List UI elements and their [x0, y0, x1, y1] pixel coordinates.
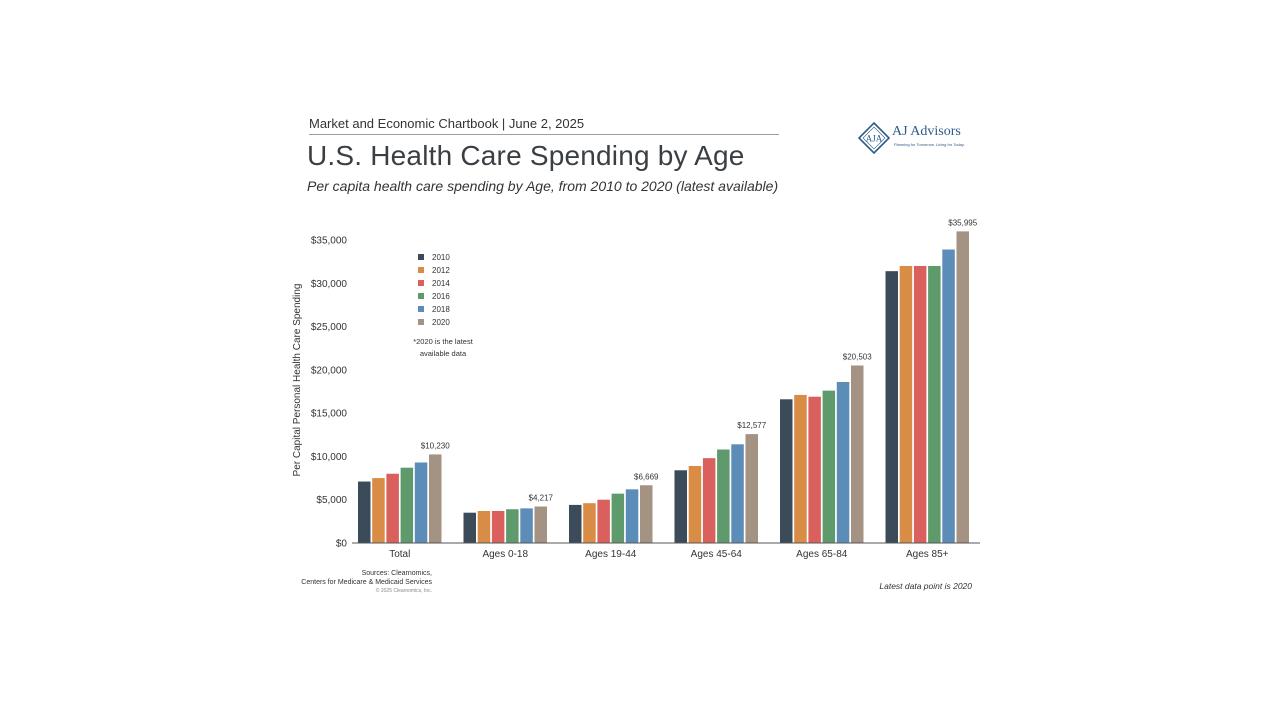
data-label: $6,669	[634, 472, 659, 481]
bar-2010	[674, 470, 687, 543]
legend-swatch-2010	[418, 254, 424, 260]
legend-swatch-2020	[418, 319, 424, 325]
x-tick-label: Ages 0-18	[482, 549, 528, 560]
legend-label: 2010	[432, 253, 450, 262]
bar-2012	[794, 394, 807, 543]
bar-2016	[400, 467, 414, 543]
bar-2014	[913, 265, 927, 543]
page-title: U.S. Health Care Spending by Age	[307, 140, 745, 171]
bar-2018	[520, 508, 533, 543]
legend-swatch-2016	[418, 293, 424, 299]
legend-label: 2016	[432, 292, 450, 301]
y-tick-label: $25,000	[311, 322, 348, 333]
latest-data-note: Latest data point is 2020	[879, 581, 972, 591]
bar-2018	[836, 381, 850, 543]
legend-label: 2014	[432, 279, 450, 288]
bar-2010	[358, 481, 371, 543]
bar-2018	[625, 489, 639, 543]
x-tick-label: Total	[389, 549, 410, 560]
legend-swatch-2018	[418, 306, 424, 312]
y-tick-label: $5,000	[316, 495, 347, 506]
bar-2012	[477, 510, 491, 543]
bar-2016	[928, 265, 941, 543]
sources-line-1: Sources: Clearnomics,	[361, 570, 432, 577]
aj-advisors-logo: AJA AJ Advisors Planning for Tomorrow. L…	[858, 120, 978, 156]
bar-2012	[583, 503, 596, 543]
data-labels: $10,230 $4,217 $6,669 $12,577 $20,503 $35,995	[421, 218, 978, 502]
logo-tagline: Planning for Tomorrow. Living for Today.	[894, 142, 965, 147]
bar-2016	[506, 509, 519, 543]
legend-note-line1: *2020 is the latest	[413, 337, 474, 346]
bar-2018	[942, 249, 955, 543]
legend-note-line2: available data	[420, 349, 467, 358]
sources-note: Sources: Clearnomics, Centers for Medica…	[300, 569, 432, 596]
logo-name: AJ Advisors	[892, 124, 961, 139]
bar-2014	[491, 510, 505, 543]
bar-2020	[534, 506, 547, 543]
x-axis-labels: Total Ages 0-18 Ages 19-44 Ages 45-64 Ages 6…	[389, 549, 948, 560]
y-tick-label: $0	[336, 539, 348, 550]
sources-line-2: Centers for Medicare & Medicaid Services	[301, 579, 432, 586]
data-label: $4,217	[529, 493, 554, 502]
x-tick-label: Ages 65-84	[796, 549, 848, 560]
data-label: $35,995	[948, 218, 977, 227]
header-divider	[309, 134, 779, 135]
legend-label: 2012	[432, 266, 450, 275]
x-tick-label: Ages 45-64	[691, 549, 743, 560]
bar-2020	[745, 434, 758, 543]
data-label: $10,230	[421, 441, 450, 450]
x-tick-label: Ages 19-44	[585, 549, 637, 560]
legend-swatch-2014	[418, 280, 424, 286]
legend: 2010 2012 2014 2016 2018 2020	[418, 253, 450, 327]
bar-2018	[414, 462, 428, 543]
bar-2014	[597, 499, 610, 543]
bar-2020	[851, 365, 864, 543]
page-subtitle: Per capita health care spending by Age, …	[307, 178, 779, 194]
bar-2014	[808, 396, 821, 543]
legend-label: 2018	[432, 305, 450, 314]
bar-2010	[885, 271, 898, 543]
y-tick-label: $35,000	[311, 236, 348, 247]
bar-2018	[731, 444, 744, 543]
legend-swatch-2012	[418, 267, 424, 273]
bar-2016	[611, 493, 625, 543]
chartbook-header: Market and Economic Chartbook | June 2, …	[309, 116, 585, 131]
bar-2020	[429, 454, 442, 543]
bar-2016	[717, 449, 730, 543]
bar-2016	[822, 390, 836, 543]
y-tick-label: $20,000	[311, 365, 348, 376]
bar-2020	[640, 485, 653, 543]
bar-2012	[899, 265, 913, 543]
y-axis-label: Per Capital Personal Health Care Spendin…	[292, 284, 303, 477]
logo-monogram: AJA	[866, 134, 883, 144]
data-label: $12,577	[737, 421, 766, 430]
bar-2012	[688, 465, 702, 543]
legend-label: 2020	[432, 318, 450, 327]
bar-2012	[372, 478, 385, 543]
bar-2010	[569, 504, 582, 543]
bar-2010	[780, 399, 793, 543]
bar-2014	[702, 458, 716, 543]
y-tick-label: $30,000	[311, 279, 348, 290]
bar-2014	[386, 473, 399, 543]
y-tick-label: $10,000	[311, 452, 348, 463]
bar-groups	[358, 231, 969, 543]
y-tick-label: $15,000	[311, 409, 348, 420]
y-axis-ticks: $0 $5,000 $10,000 $15,000 $20,000 $25,000 $30,…	[311, 236, 348, 550]
bar-2020	[956, 231, 969, 543]
x-tick-label: Ages 85+	[906, 549, 949, 560]
bar-2010	[463, 512, 476, 543]
data-label: $20,503	[843, 353, 872, 362]
copyright: © 2025 Clearnomics, Inc.	[375, 588, 432, 594]
diamond-logo-icon: AJA	[858, 122, 890, 154]
